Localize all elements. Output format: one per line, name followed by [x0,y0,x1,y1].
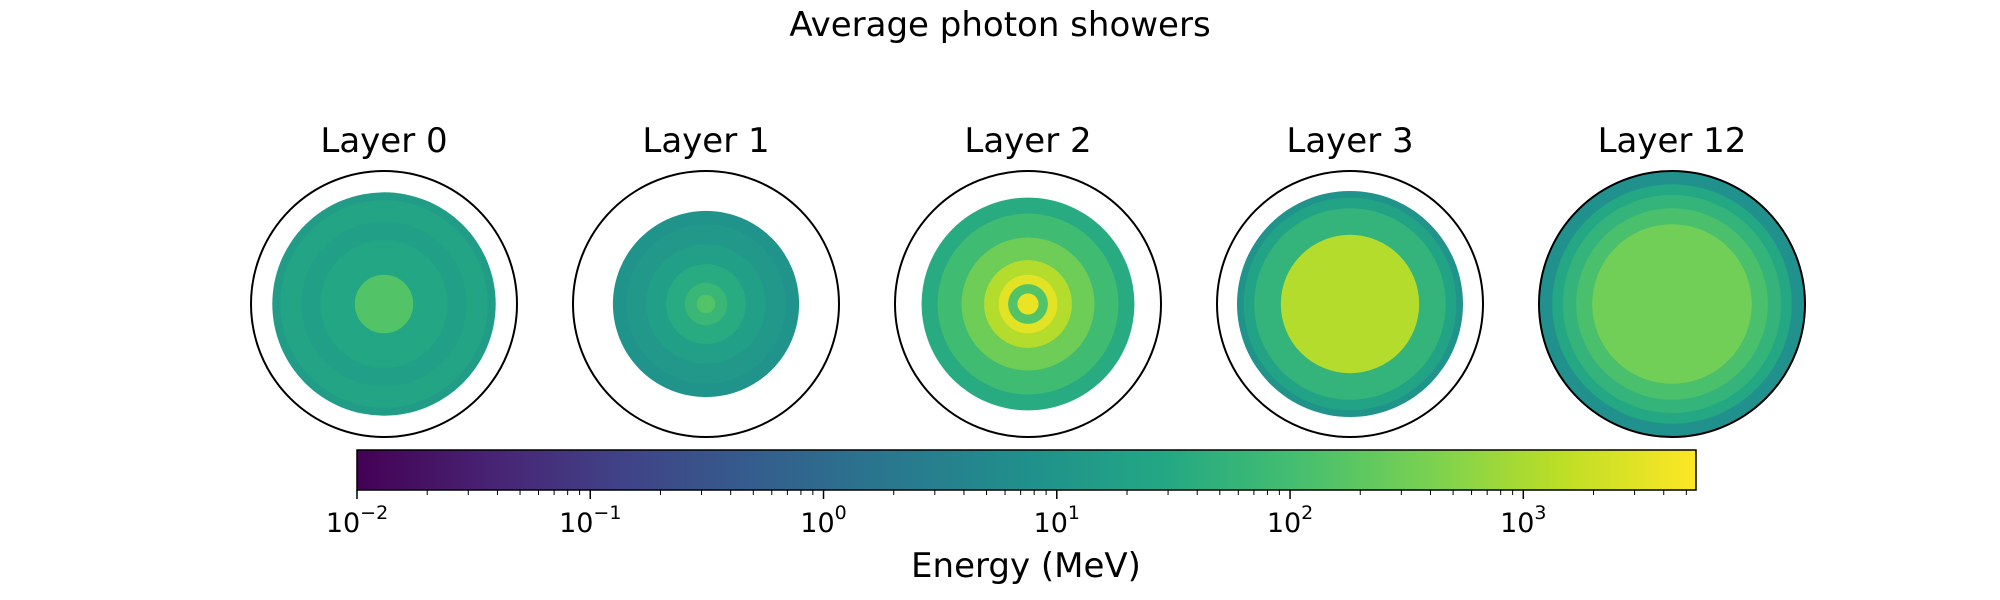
colorbar-gradient [356,449,1697,491]
detector-boundary [1216,170,1484,438]
energy-ring [1280,234,1420,374]
panel-layer-4: Layer 12 [1538,121,1806,438]
panel-title: Layer 12 [1598,121,1747,161]
detector-boundary [250,170,518,438]
detector-boundary [894,170,1162,438]
colorbar-tick-label: 10−1 [559,502,621,539]
panel-layer-3: Layer 3 [1216,121,1484,438]
colorbar: 10−2 10−1 100 101 102 103 Energy (MeV) [326,449,1697,586]
panel-title: Layer 3 [1286,121,1413,161]
panel-title: Layer 0 [320,121,447,161]
chart-title: Average photon showers [789,5,1210,45]
energy-ring [354,274,414,334]
colorbar-ticks: 10−2 10−1 100 101 102 103 [326,490,1687,539]
colorbar-tick-label: 100 [800,502,846,539]
colorbar-tick-label: 101 [1034,502,1080,539]
detector-boundary [572,170,840,438]
colorbar-tick-label: 103 [1500,502,1546,539]
colorbar-tick-label: 10−2 [326,502,388,539]
colorbar-tick-label: 102 [1267,502,1313,539]
panel-layer-0: Layer 0 [250,121,518,438]
energy-ring [1017,293,1039,315]
panels-group: Layer 0 Layer 1 Layer 2 Layer 3 Layer 12 [250,121,1806,438]
energy-ring [1592,224,1752,384]
colorbar-label: Energy (MeV) [911,546,1141,586]
detector-boundary [1538,170,1806,438]
panel-title: Layer 2 [964,121,1091,161]
panel-layer-2: Layer 2 [894,121,1162,438]
energy-ring [696,294,716,314]
panel-title: Layer 1 [642,121,769,161]
panel-layer-1: Layer 1 [572,121,840,438]
